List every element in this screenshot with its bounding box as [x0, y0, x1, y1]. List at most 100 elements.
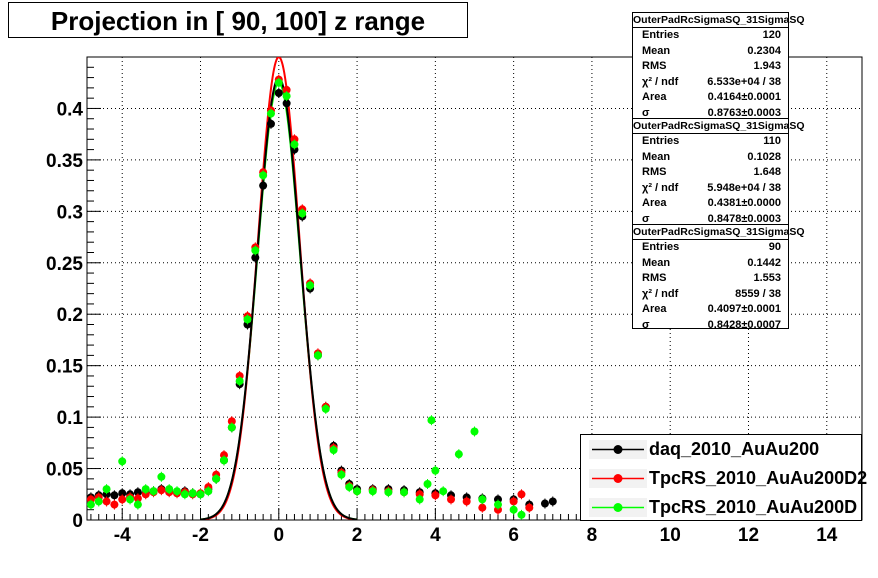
y-tick-label: 0.25 [46, 254, 83, 275]
data-point [431, 491, 440, 500]
data-point [126, 495, 135, 504]
data-point [94, 497, 103, 506]
data-point [321, 404, 330, 413]
data-point [173, 487, 182, 496]
data-point [251, 253, 260, 262]
data-point [204, 487, 213, 496]
legend-marker [589, 440, 647, 459]
data-point [219, 456, 228, 465]
stats-value: 120 [762, 29, 781, 41]
stats-row-mean: Mean 0.2304 [633, 44, 788, 60]
data-point [447, 495, 456, 504]
stats-value: 6.533e+04 / 38 [707, 75, 781, 88]
data-point [266, 109, 275, 118]
stats-row-entries: Entries 110 [633, 134, 788, 150]
stats-value: 0.2304 [747, 44, 781, 57]
stats-box-rs-d2: OuterPadRcSigmaSQ_31SigmaSQ Entries 110 M… [632, 118, 805, 228]
y-tick-label: 0.15 [46, 357, 83, 378]
x-tick-label: 8 [587, 525, 598, 546]
data-point [266, 119, 275, 128]
stats-label: RMS [642, 60, 667, 72]
stats-value: 0.1028 [747, 150, 781, 163]
stats-box-daq: OuterPadRcSigmaSQ_31SigmaSQ Entries 120 M… [632, 12, 805, 122]
stats-row-rms: RMS 1.943 [633, 59, 788, 75]
data-point [212, 474, 221, 483]
y-tick-label: 0.4 [57, 99, 84, 120]
stats-row-area: Area 0.4381±0.0000 [633, 196, 788, 212]
data-point [133, 488, 142, 497]
stats-value: 1.943 [753, 60, 781, 72]
data-point [227, 423, 236, 432]
stats-value: 0.8763±0.0003 [707, 106, 781, 119]
stats-label: Area [642, 91, 667, 103]
stats-value: 8559 / 38 [735, 287, 781, 300]
legend-item-daq: daq_2010_AuAu200 [581, 435, 861, 464]
data-point [439, 487, 448, 496]
data-point [454, 450, 463, 459]
x-tick-label: 2 [352, 525, 363, 546]
stats-value: 0.8478±0.0003 [707, 212, 781, 225]
stats-value: 110 [763, 135, 781, 147]
stats-row-sigma: σ 0.8763±0.0003 [633, 106, 788, 122]
stats-row-mean: Mean 0.1028 [633, 150, 788, 166]
data-point [509, 505, 518, 514]
stats-row-mean: Mean 0.1442 [633, 256, 788, 272]
x-tick-label: 14 [816, 525, 838, 546]
stats-row-rms: RMS 1.648 [633, 165, 788, 181]
x-tick-label: 6 [508, 525, 519, 546]
data-point [540, 499, 549, 508]
y-tick-label: 0.1 [57, 408, 84, 429]
stats-label: χ² / ndf [642, 287, 679, 300]
stats-title: OuterPadRcSigmaSQ_31SigmaSQ [633, 14, 805, 28]
data-point [110, 500, 119, 509]
data-point [548, 497, 557, 506]
data-point [282, 92, 291, 101]
stats-row-sigma: σ 0.8478±0.0003 [633, 212, 788, 228]
data-point [478, 503, 487, 512]
stats-value: 0.4097±0.0001 [707, 303, 781, 315]
stats-label: χ² / ndf [642, 75, 679, 88]
stats-row-entries: Entries 90 [633, 240, 788, 256]
legend-item-rs-d2: TpcRS_2010_AuAu200D2 [581, 464, 867, 493]
data-point [118, 457, 127, 466]
data-point [493, 500, 502, 509]
data-point [149, 487, 158, 496]
stats-label: Area [642, 197, 667, 209]
data-point [188, 489, 197, 498]
data-point [227, 417, 236, 426]
data-point [235, 377, 244, 386]
stats-label: σ [642, 212, 650, 225]
data-point [345, 483, 354, 492]
stats-row-chi2: χ² / ndf 8559 / 38 [633, 287, 788, 303]
stats-row-rms: RMS 1.553 [633, 271, 788, 287]
data-point [427, 416, 436, 425]
data-point [462, 497, 471, 506]
title-box: Projection in [ 90, 100] z range [8, 2, 468, 38]
stats-label: RMS [642, 272, 667, 284]
data-point [102, 485, 111, 494]
stats-label: χ² / ndf [642, 181, 679, 194]
data-point [353, 487, 362, 496]
data-point [196, 490, 205, 499]
legend-label: daq_2010_AuAu200 [649, 439, 820, 459]
y-tick-label: 0 [72, 511, 83, 532]
stats-label: Mean [642, 44, 671, 57]
data-point [133, 500, 142, 509]
y-tick-label: 0.35 [46, 151, 83, 172]
data-point [282, 99, 291, 108]
stats-value: 0.4164±0.0001 [707, 91, 781, 103]
stats-title: OuterPadRcSigmaSQ_31SigmaSQ [633, 120, 805, 134]
y-tick-label: 0.2 [57, 305, 83, 326]
stats-row-chi2: χ² / ndf 5.948e+04 / 38 [633, 181, 788, 197]
y-tick-label: 0.05 [46, 460, 83, 481]
data-point [118, 495, 127, 504]
data-point [102, 497, 111, 506]
stats-label: Entries [642, 241, 680, 253]
data-point [110, 491, 119, 500]
stats-value: 0.4381±0.0000 [707, 197, 781, 209]
data-point [259, 181, 268, 190]
data-point [251, 246, 260, 255]
stats-label: Mean [642, 150, 671, 163]
stats-value: 1.648 [753, 166, 781, 178]
